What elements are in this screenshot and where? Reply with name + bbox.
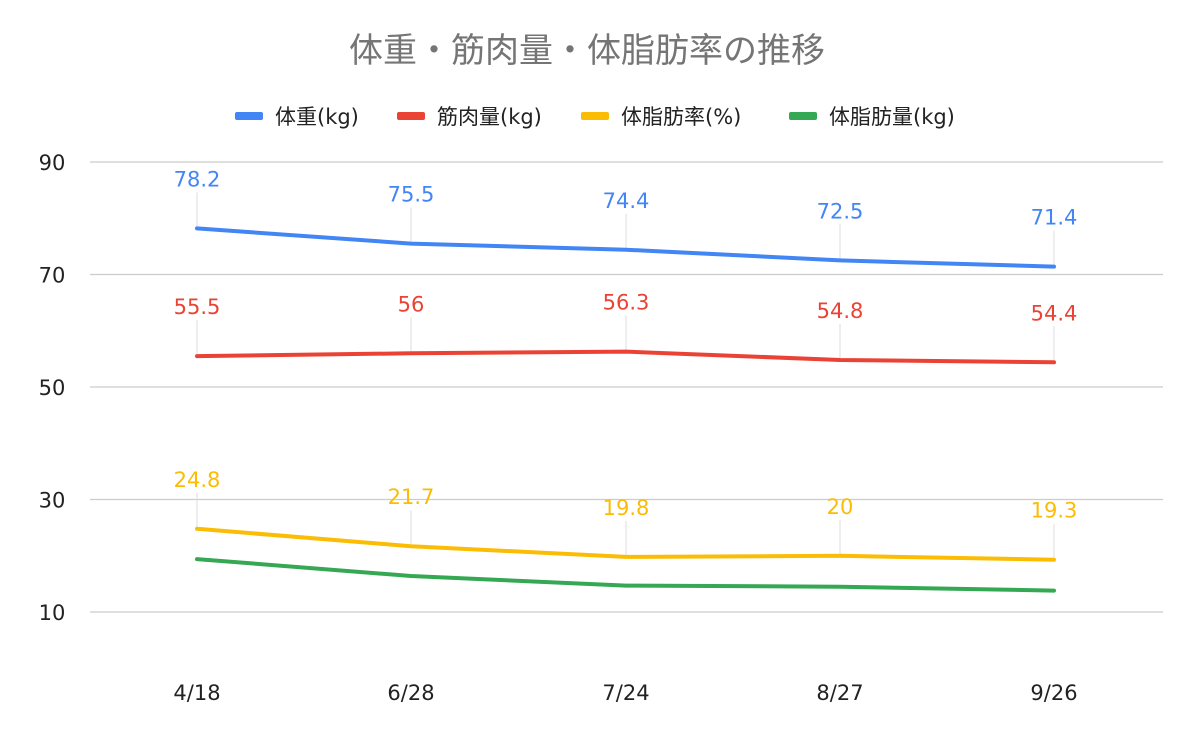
series-line-1	[195, 349, 1056, 365]
series-lines	[195, 226, 1056, 593]
chart-title: 体重・筋肉量・体脂肪率の推移	[349, 31, 825, 71]
data-label: 74.4	[603, 189, 650, 213]
x-tick-label: 9/26	[1030, 681, 1077, 705]
y-tick-label: 30	[39, 489, 66, 513]
data-label: 20	[827, 495, 854, 519]
legend-label: 体重(kg)	[275, 105, 359, 129]
data-label: 24.8	[174, 468, 221, 492]
gridlines	[90, 161, 1163, 613]
series-line-3	[195, 557, 1056, 593]
y-tick-label: 50	[39, 376, 66, 400]
x-tick-label: 8/27	[816, 681, 863, 705]
legend-label: 体脂肪量(kg)	[829, 105, 955, 129]
label-leaders	[196, 192, 1055, 558]
data-label: 55.5	[174, 295, 221, 319]
legend-swatch	[789, 112, 817, 120]
legend-label: 体脂肪率(%)	[621, 105, 741, 129]
data-label: 56.3	[603, 291, 650, 315]
data-labels: 78.2 75.5 74.4 72.5 71.4 55.5 56 56.3 54.8 54.4 24…	[174, 167, 1078, 522]
legend-swatch	[581, 112, 609, 120]
data-label: 72.5	[817, 199, 864, 223]
x-tick-label: 7/24	[602, 681, 649, 705]
y-tick-label: 70	[39, 264, 66, 288]
data-label: 78.2	[174, 167, 221, 191]
legend-swatch	[397, 112, 425, 120]
legend-label: 筋肉量(kg)	[437, 105, 542, 129]
data-label: 54.8	[817, 299, 864, 323]
y-tick-label: 10	[39, 601, 66, 625]
x-tick-label: 6/28	[387, 681, 434, 705]
x-axis: 4/18 6/28 7/24 8/27 9/26	[173, 681, 1077, 705]
data-label: 71.4	[1031, 206, 1078, 230]
data-label: 54.4	[1031, 301, 1078, 325]
legend-swatch	[235, 112, 263, 120]
data-label: 56	[398, 292, 425, 316]
legend: 体重(kg) 筋肉量(kg) 体脂肪率(%) 体脂肪量(kg)	[235, 105, 955, 129]
data-label: 19.8	[603, 496, 650, 520]
data-label: 19.3	[1031, 499, 1078, 523]
y-axis: 10 30 50 70 90	[39, 151, 66, 625]
data-label: 21.7	[388, 485, 435, 509]
x-tick-label: 4/18	[173, 681, 220, 705]
y-tick-label: 90	[39, 151, 66, 175]
data-label: 75.5	[388, 183, 435, 207]
